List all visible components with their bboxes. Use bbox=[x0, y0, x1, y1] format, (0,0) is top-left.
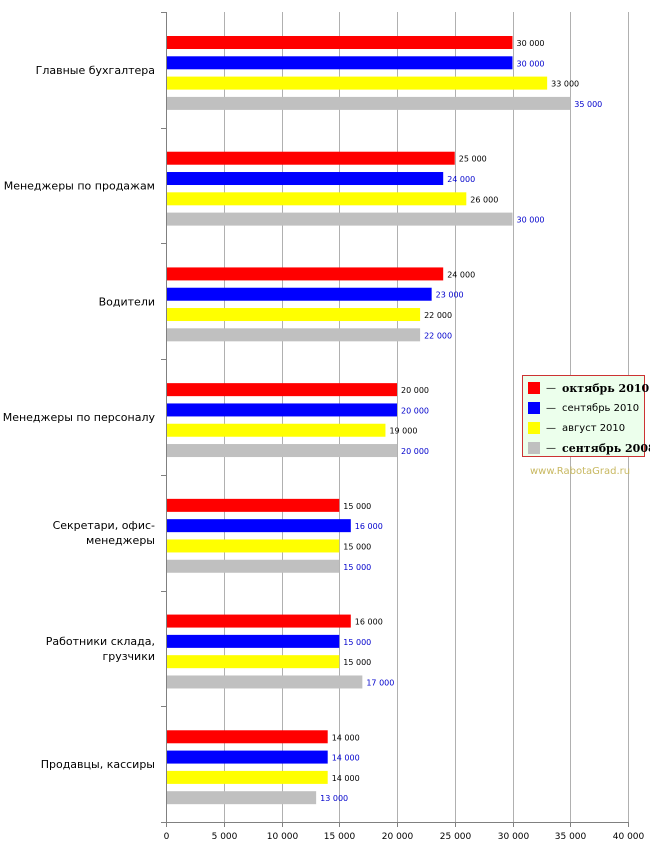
data-label: 30 000 bbox=[517, 39, 545, 48]
data-label: 25 000 bbox=[459, 155, 487, 164]
legend-swatch bbox=[528, 382, 540, 394]
legend-item: — октябрь 2010 bbox=[528, 380, 649, 396]
data-label: 20 000 bbox=[401, 386, 429, 395]
legend-swatch bbox=[528, 442, 540, 454]
bar bbox=[167, 791, 317, 805]
bar bbox=[167, 655, 340, 669]
data-label: 33 000 bbox=[551, 80, 579, 89]
bar bbox=[167, 56, 513, 70]
chart-legend: — октябрь 2010— сентябрь 2010— август 2010—… bbox=[522, 375, 650, 457]
bar bbox=[167, 287, 432, 301]
data-label: 17 000 bbox=[366, 678, 394, 687]
legend-dash: — bbox=[546, 402, 556, 414]
bar bbox=[167, 750, 328, 764]
x-tick-label: 0 bbox=[164, 832, 170, 842]
bar bbox=[167, 519, 351, 533]
category-label: Секретари, офис-менеджеры bbox=[53, 519, 155, 547]
legend-dash: — bbox=[546, 422, 556, 434]
data-label: 20 000 bbox=[401, 406, 429, 415]
bar bbox=[167, 403, 397, 417]
data-label: 16 000 bbox=[355, 522, 383, 531]
category-label: Менеджеры по персоналу bbox=[3, 411, 156, 424]
bar bbox=[167, 192, 467, 206]
data-label: 30 000 bbox=[517, 216, 545, 225]
bar bbox=[167, 730, 328, 744]
bar bbox=[167, 675, 363, 689]
data-label: 19 000 bbox=[389, 427, 417, 436]
data-label: 35 000 bbox=[574, 100, 602, 109]
watermark: www.RabotaGrad.ru bbox=[530, 466, 631, 477]
legend-dash: — bbox=[546, 382, 556, 394]
x-tick-label: 30 000 bbox=[498, 832, 530, 842]
legend-label: октябрь 2010 bbox=[562, 381, 650, 395]
data-label: 24 000 bbox=[447, 175, 475, 184]
data-label: 20 000 bbox=[401, 447, 429, 456]
bar bbox=[167, 770, 328, 784]
category-label: Продавцы, кассиры bbox=[41, 758, 155, 771]
bar bbox=[167, 444, 397, 458]
bar bbox=[167, 383, 397, 397]
bar bbox=[167, 559, 340, 573]
category-label: Менеджеры по продажам bbox=[4, 180, 155, 193]
bar bbox=[167, 172, 444, 186]
legend-label: август 2010 bbox=[562, 422, 626, 434]
x-tick-label: 40 000 bbox=[613, 832, 645, 842]
bar bbox=[167, 539, 340, 553]
x-tick-label: 5 000 bbox=[212, 832, 238, 842]
data-label: 14 000 bbox=[332, 774, 360, 783]
data-label: 15 000 bbox=[343, 542, 371, 551]
bar bbox=[167, 96, 571, 110]
data-label: 30 000 bbox=[517, 59, 545, 68]
legend-item: — сентябрь 2008 bbox=[528, 440, 650, 456]
data-label: 15 000 bbox=[343, 563, 371, 572]
category-label: Главные бухгалтера bbox=[36, 64, 155, 77]
data-label: 16 000 bbox=[355, 618, 383, 627]
bar bbox=[167, 498, 340, 512]
legend-swatch bbox=[528, 402, 540, 414]
data-label: 15 000 bbox=[343, 658, 371, 667]
legend-item: — август 2010 bbox=[528, 420, 625, 436]
x-tick-label: 35 000 bbox=[555, 832, 587, 842]
bar bbox=[167, 308, 421, 322]
data-label: 15 000 bbox=[343, 638, 371, 647]
data-label: 26 000 bbox=[470, 195, 498, 204]
data-label: 13 000 bbox=[320, 794, 348, 803]
bar bbox=[167, 614, 351, 628]
data-label: 24 000 bbox=[447, 270, 475, 279]
data-label: 22 000 bbox=[424, 311, 452, 320]
legend-swatch bbox=[528, 422, 540, 434]
legend-label: сентябрь 2010 bbox=[562, 402, 640, 414]
data-label: 14 000 bbox=[332, 754, 360, 763]
x-tick-label: 20 000 bbox=[382, 832, 414, 842]
bar bbox=[167, 328, 421, 342]
data-label: 14 000 bbox=[332, 733, 360, 742]
legend-item: — сентябрь 2010 bbox=[528, 400, 639, 416]
x-tick-label: 25 000 bbox=[440, 832, 472, 842]
bar bbox=[167, 36, 513, 49]
bar bbox=[167, 423, 386, 437]
x-tick-label: 10 000 bbox=[267, 832, 299, 842]
bar bbox=[167, 267, 444, 281]
legend-label: сентябрь 2008 bbox=[562, 441, 650, 455]
bar bbox=[167, 151, 455, 165]
legend-dash: — bbox=[546, 442, 556, 454]
bar bbox=[167, 212, 513, 226]
category-label: Водители bbox=[99, 295, 155, 308]
x-tick-label: 15 000 bbox=[324, 832, 356, 842]
bar bbox=[167, 76, 548, 90]
data-label: 15 000 bbox=[343, 502, 371, 511]
category-label: Работники склада, грузчики bbox=[46, 635, 155, 663]
data-label: 22 000 bbox=[424, 331, 452, 340]
data-label: 23 000 bbox=[436, 291, 464, 300]
bar bbox=[167, 634, 340, 648]
